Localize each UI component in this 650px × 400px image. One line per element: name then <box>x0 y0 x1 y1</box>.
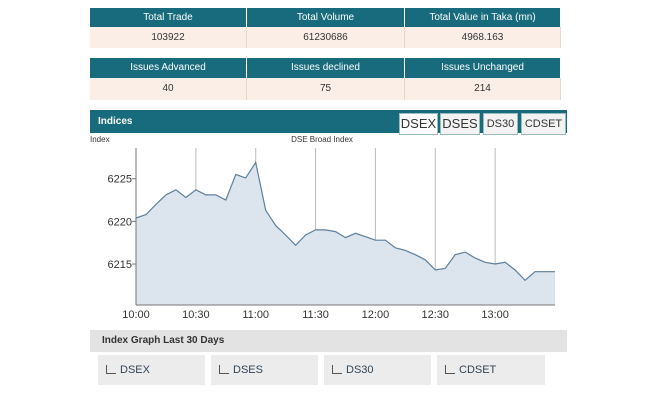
value-cell: 61230686 <box>247 27 405 48</box>
button-label: CDSET <box>459 364 497 376</box>
y-tick-label: 6225 <box>108 174 132 186</box>
graph-button[interactable]: DS30 <box>324 355 431 385</box>
y-axis-label: Index <box>90 135 110 144</box>
value-cell: 75 <box>247 78 405 100</box>
button-label: DS30 <box>346 364 374 376</box>
value-cell: 4968.163 <box>405 27 561 48</box>
area <box>136 162 555 305</box>
x-tick-label: 11:00 <box>242 309 269 321</box>
value-cell: 40 <box>90 78 247 100</box>
button-label: DSES <box>233 364 263 376</box>
header-cell: Total Value in Taka (mn) <box>405 8 561 27</box>
line <box>135 160 555 282</box>
index-tab[interactable]: CDSET <box>521 113 566 135</box>
x-tick-label: 12:30 <box>422 309 450 321</box>
header-cell: Issues declined <box>247 58 405 78</box>
header-cell: Total Trade <box>90 8 247 27</box>
button-label: DSEX <box>120 364 150 376</box>
value-cell: 214 <box>405 78 561 100</box>
last-30-days-header: Index Graph Last 30 Days <box>90 330 567 352</box>
x-tick-label: 11:30 <box>302 309 329 321</box>
x-tick-label: 12:00 <box>362 309 390 321</box>
x-tick-label: 10:00 <box>122 309 150 321</box>
y-tick-label: 6215 <box>108 259 132 271</box>
index-tab[interactable]: DS30 <box>483 113 518 135</box>
graph-button[interactable]: DSEX <box>98 355 205 385</box>
chart-title: DSE Broad Index <box>291 135 353 144</box>
header-cell: Total Volume <box>247 8 405 27</box>
graph-button[interactable]: CDSET <box>437 355 545 385</box>
graph-button[interactable]: DSES <box>211 355 318 385</box>
x-tick-label: 13:00 <box>481 309 509 321</box>
header-cell: Issues Advanced <box>90 58 247 78</box>
index-tab[interactable]: DSEX <box>399 113 438 135</box>
value-cell: 103922 <box>90 27 247 48</box>
y-tick-label: 6220 <box>108 216 132 228</box>
x-tick-label: 10:30 <box>182 309 210 321</box>
header-cell: Issues Unchanged <box>405 58 561 78</box>
index-tab[interactable]: DSES <box>440 113 480 135</box>
